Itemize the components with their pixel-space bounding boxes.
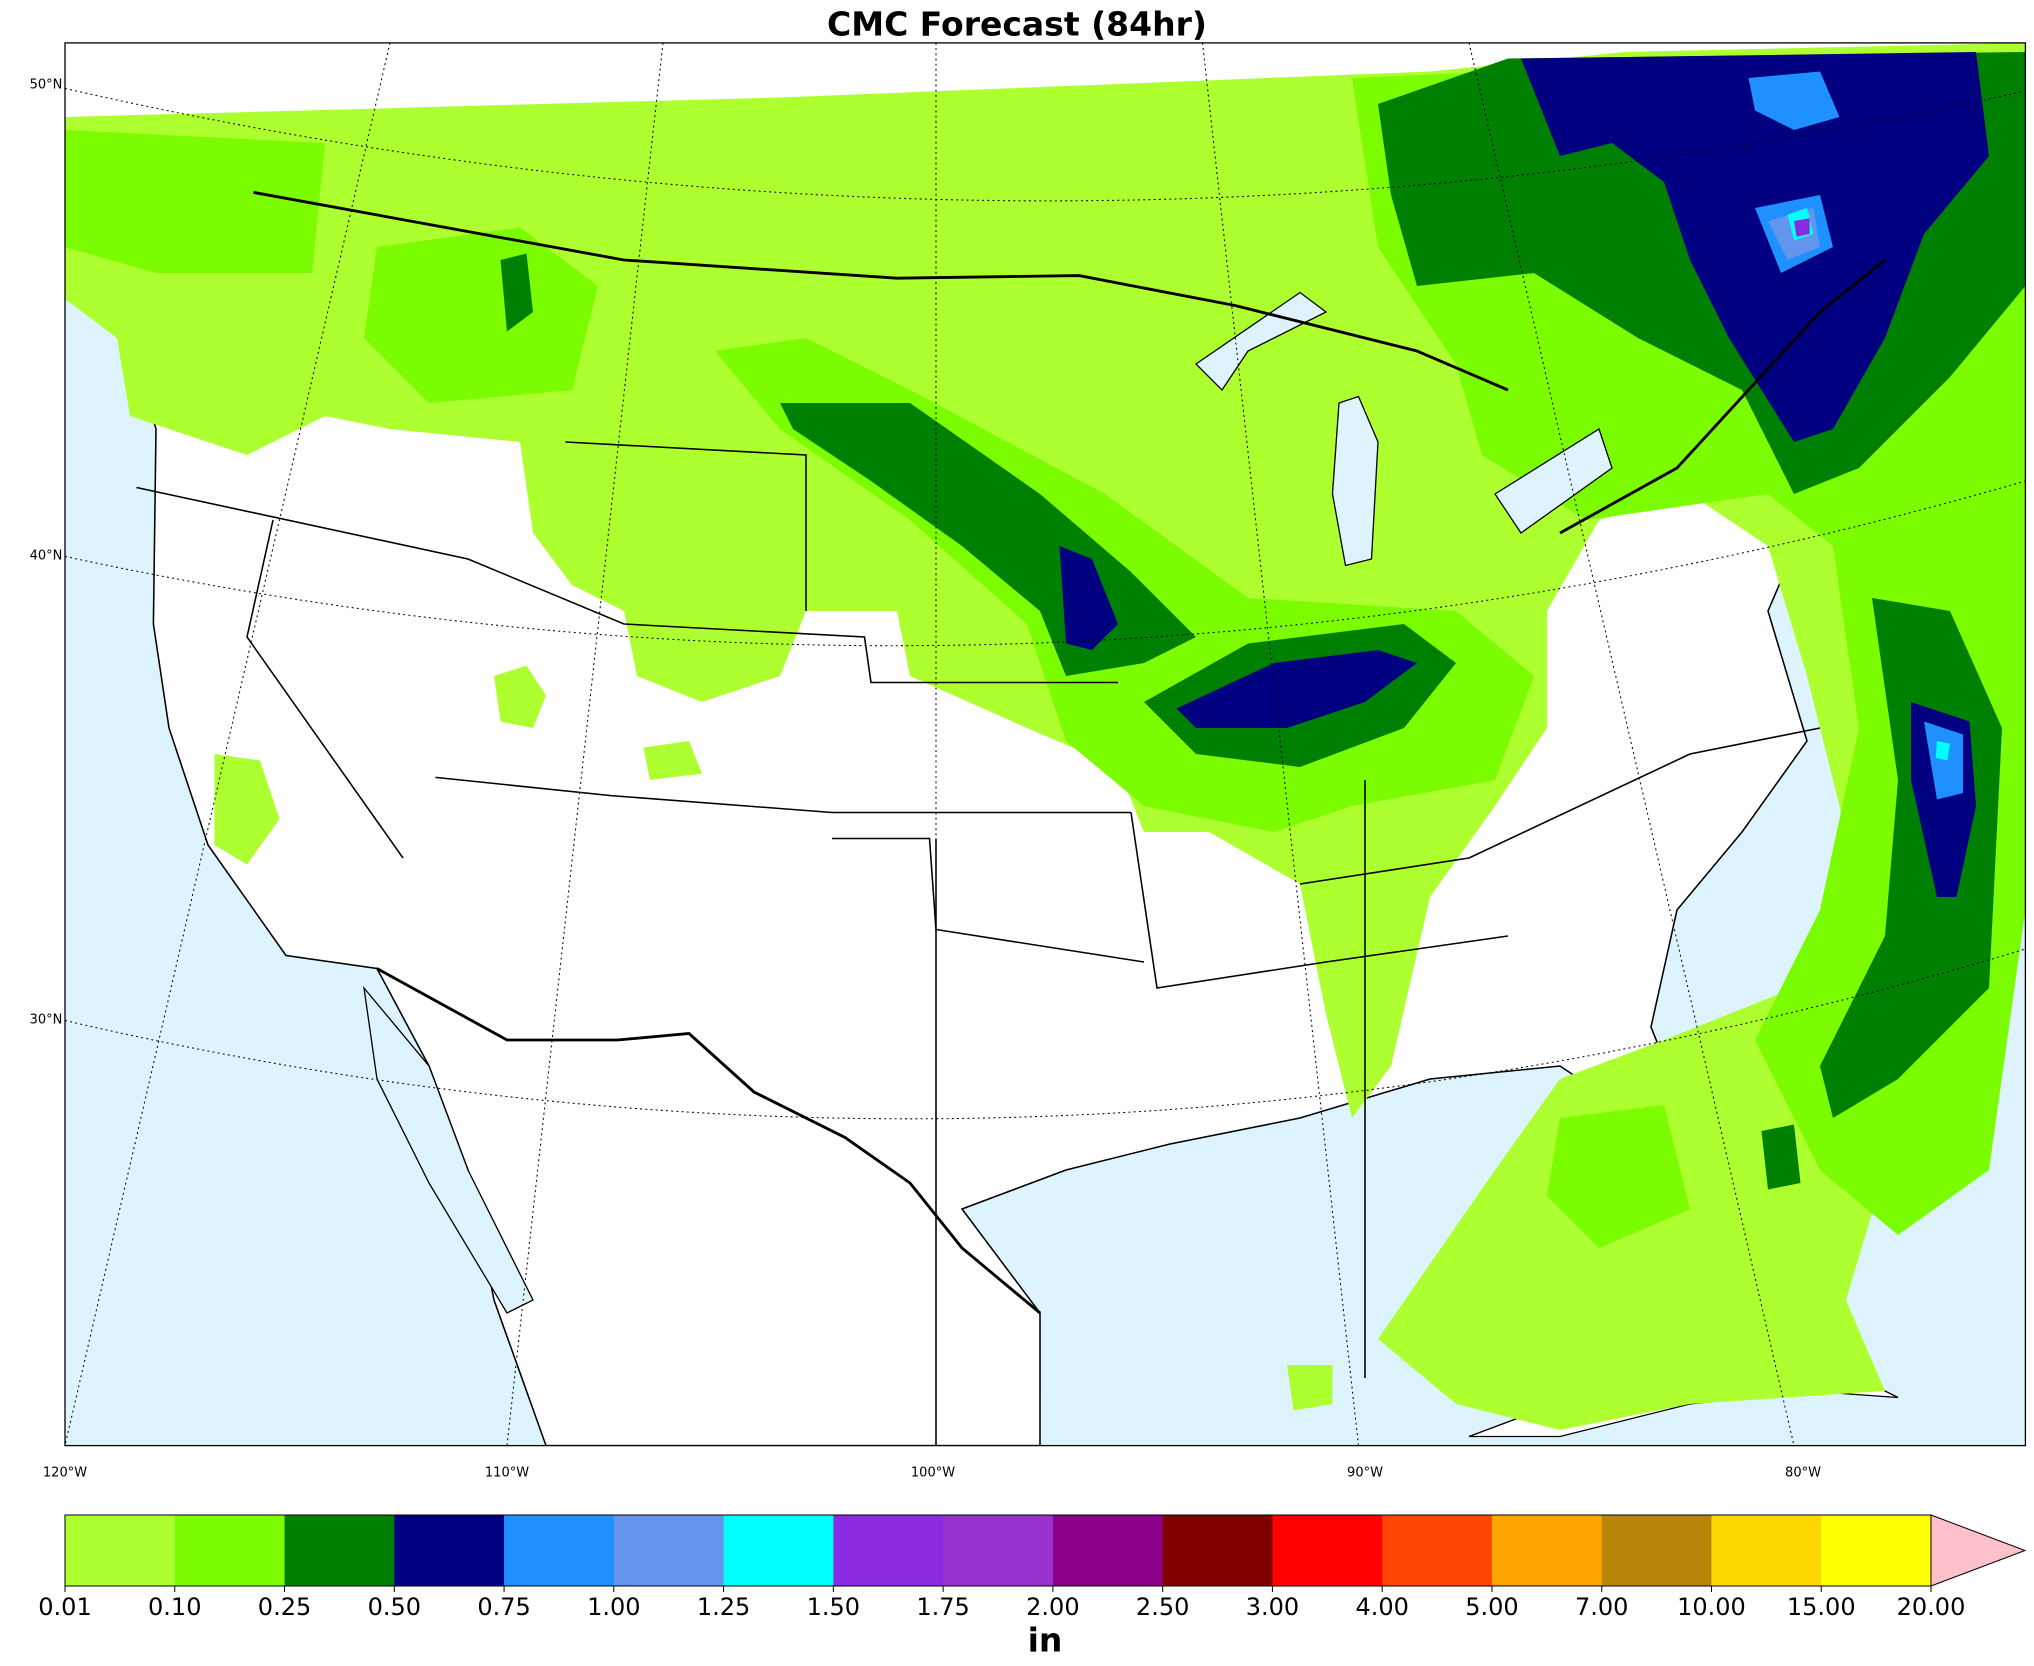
colorbar-bin (65, 1515, 176, 1586)
colorbar-bin (504, 1515, 615, 1586)
axis-labels: 50°N 40°N 30°N 120°W 110°W 100°W 90°W 80°W (30, 78, 1821, 1481)
map (64, 42, 2027, 1447)
lat-label: 30°N (30, 1013, 63, 1028)
colorbar-tick-label: 0.75 (477, 1593, 530, 1621)
gulf-of-california (363, 985, 534, 1314)
colorbar-bin (1052, 1515, 1164, 1586)
colorbar-tick-label: 0.25 (258, 1593, 311, 1621)
map-frame (64, 42, 2027, 1447)
lon-label: 110°W (485, 1466, 529, 1481)
lon-label: 90°W (1347, 1466, 1383, 1481)
colorbar-tick-label: 3.00 (1246, 1593, 1299, 1621)
colorbar-tick-label: 2.50 (1136, 1593, 1189, 1621)
map-title: CMC Forecast (84hr) (827, 5, 1207, 44)
lon-label: 80°W (1785, 1466, 1821, 1481)
lat-label: 40°N (30, 549, 63, 564)
colorbar-tick-label: 15.00 (1787, 1593, 1856, 1621)
colorbar-tick-label: 1.75 (916, 1593, 969, 1621)
colorbar-frame (64, 1514, 1932, 1587)
colorbar-bin (1382, 1515, 1493, 1586)
precip-100 (1748, 71, 1963, 800)
colorbar-bin (394, 1515, 505, 1586)
colorbar: 0.01 0.10 0.25 0.50 0.75 1.00 1.25 1.50 1.75 2.00… (38, 1514, 2027, 1660)
colorbar-tick-label: 0.10 (148, 1593, 201, 1621)
borders (253, 190, 1886, 1315)
colorbar-tick-label: 10.00 (1677, 1593, 1746, 1621)
colorbar-bin (723, 1515, 834, 1586)
colorbar-bin (613, 1515, 725, 1586)
colorbar-tick-label: 0.50 (368, 1593, 421, 1621)
colorbar-extend (1930, 1514, 2027, 1587)
colorbar-tick-label: 4.00 (1355, 1593, 1408, 1621)
colorbar-tick-label: 1.00 (587, 1593, 640, 1621)
colorbar-tick-label: 1.50 (807, 1593, 860, 1621)
colorbar-bin (1491, 1515, 1603, 1586)
colorbar-bin (1272, 1515, 1383, 1586)
colorbar-tick-label: 2.00 (1026, 1593, 1079, 1621)
graticule (64, 42, 2026, 1446)
colorbar-tick-label: 5.00 (1465, 1593, 1518, 1621)
colorbar-bin (833, 1515, 944, 1586)
colorbar-bin (1162, 1515, 1273, 1586)
lakes (1194, 291, 1613, 567)
colorbar-unit: in (1028, 1621, 1063, 1660)
colorbar-tick-label: 7.00 (1575, 1593, 1628, 1621)
lat-label: 50°N (30, 78, 63, 93)
colorbar-bin (284, 1515, 395, 1586)
colorbar-tick-label: 20.00 (1897, 1593, 1966, 1621)
colorbar-bin (1711, 1515, 1822, 1586)
colorbar-bin (174, 1515, 286, 1586)
colorbar-bin (1601, 1515, 1712, 1586)
colorbar-tick-label: 1.25 (697, 1593, 750, 1621)
colorbar-bin (1821, 1515, 1932, 1586)
colorbar-bin (943, 1515, 1054, 1586)
lon-label: 120°W (43, 1466, 87, 1481)
colorbar-tick-label: 0.01 (38, 1593, 91, 1621)
lon-label: 100°W (911, 1466, 955, 1481)
